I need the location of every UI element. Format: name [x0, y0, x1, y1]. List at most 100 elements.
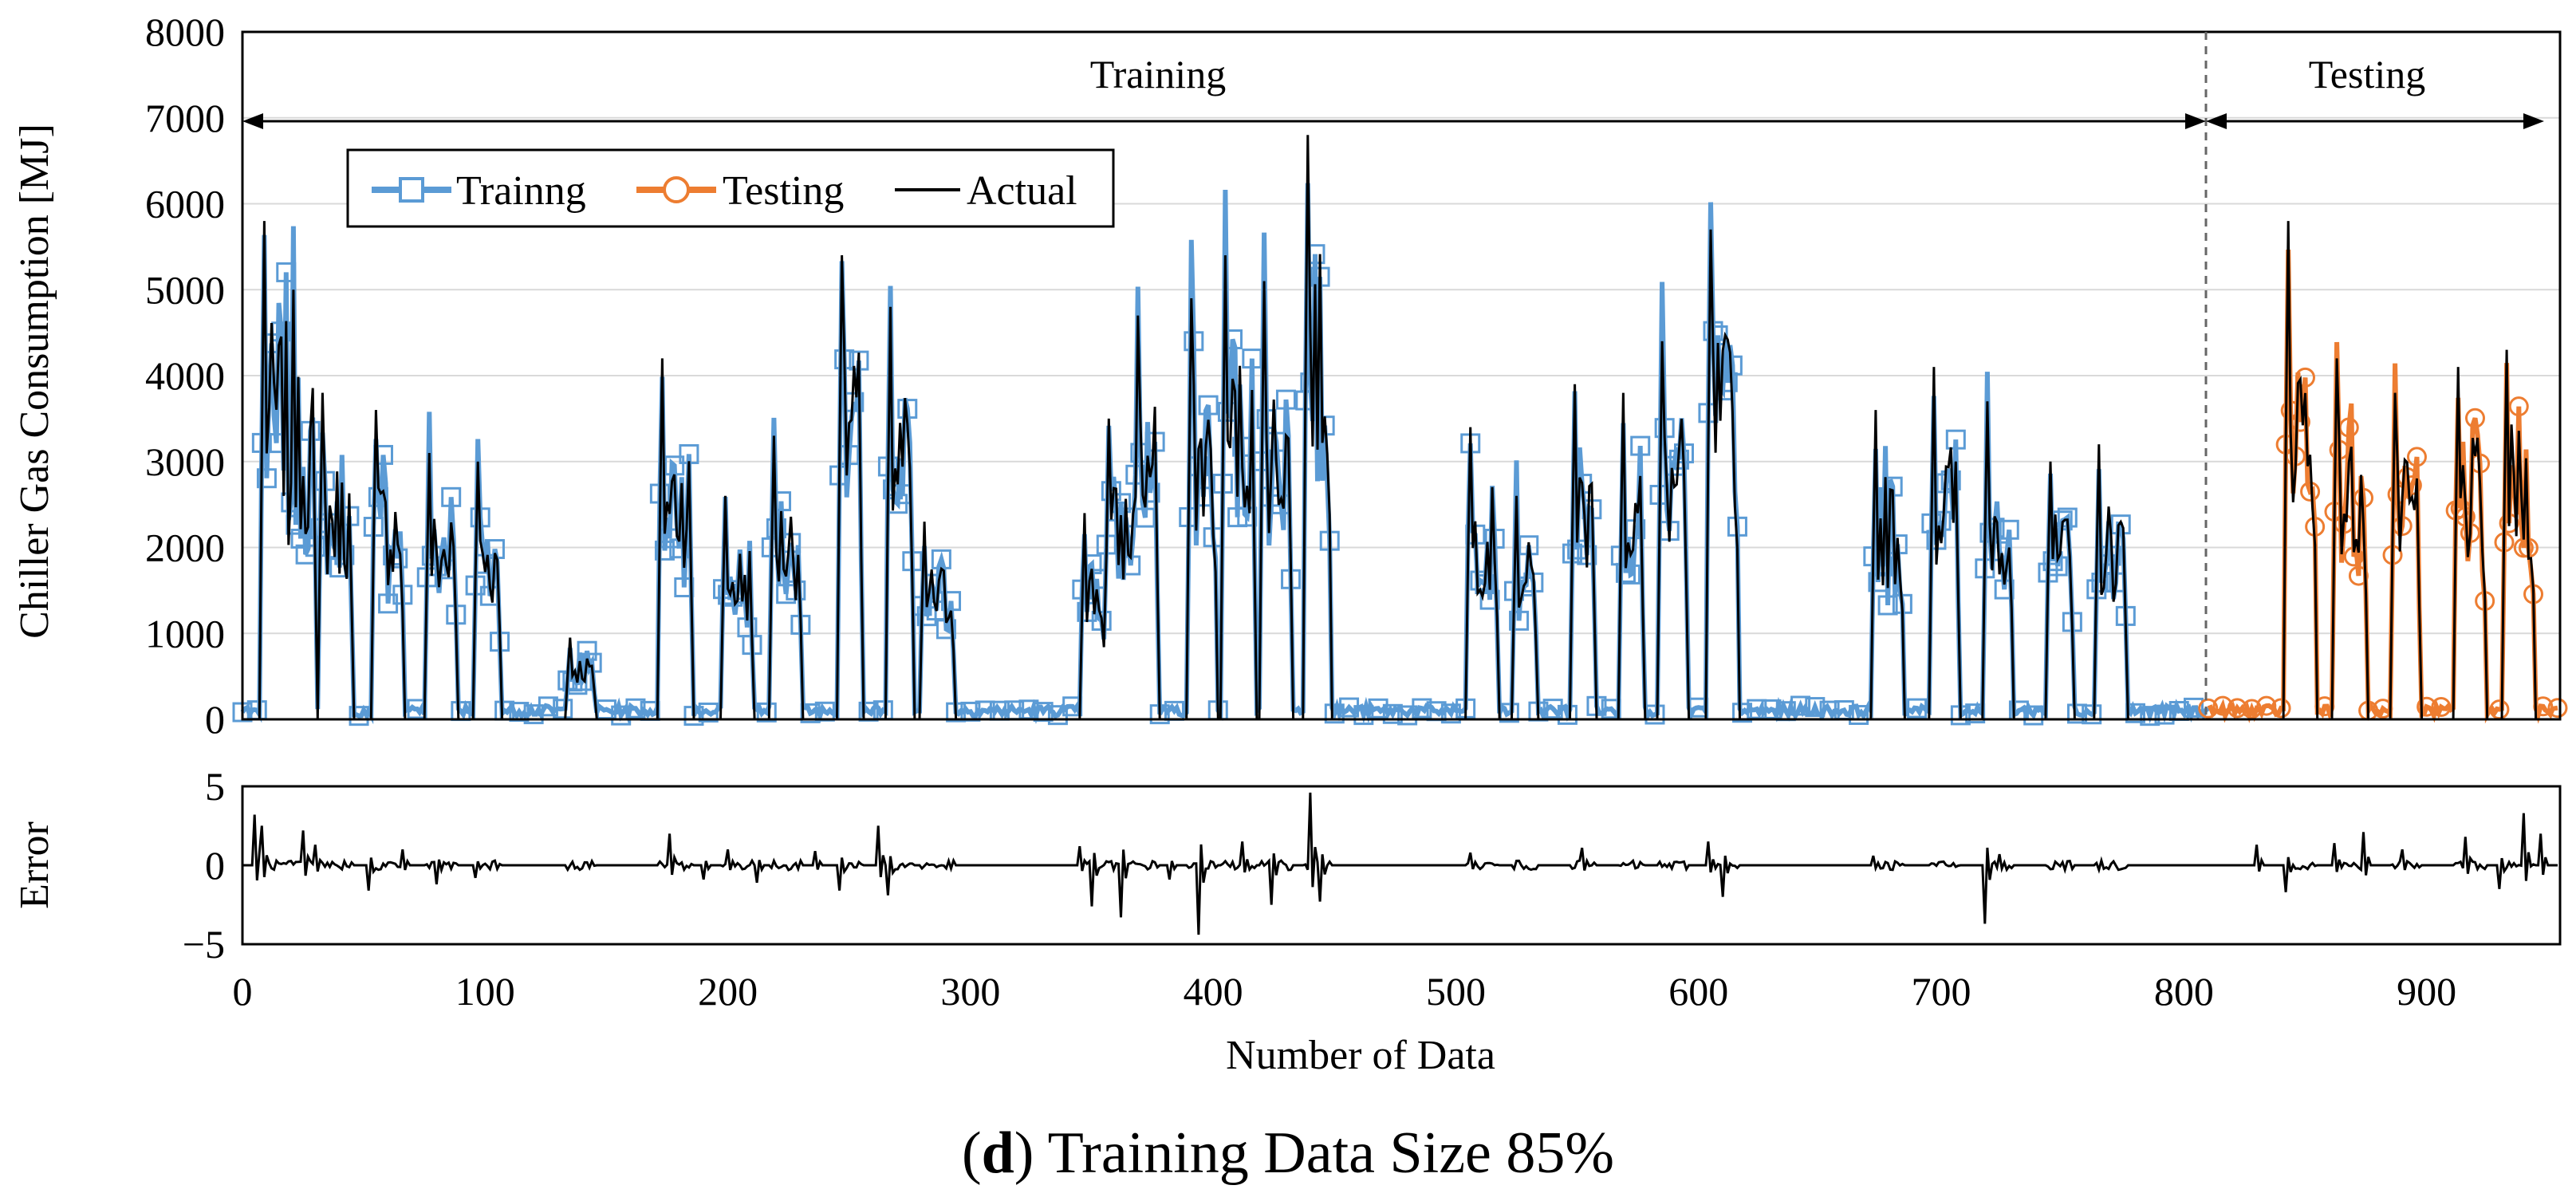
- training-marker: [2082, 704, 2102, 725]
- error-y-tick-label: −5: [183, 922, 225, 967]
- training-marker: [441, 486, 462, 507]
- legend-label-testing: Testing: [723, 168, 844, 214]
- x-tick-label: 400: [1184, 969, 1243, 1014]
- training-marker: [509, 702, 530, 723]
- training-marker: [1732, 703, 1753, 723]
- training-marker: [625, 698, 646, 719]
- figure-caption: (d) Training Data Size 85%: [962, 1120, 1614, 1186]
- testing-prediction-line: [2207, 250, 2558, 724]
- training-marker: [2023, 705, 2044, 726]
- testing-marker: [2416, 696, 2437, 717]
- testing-region-label: Testing: [2309, 52, 2425, 96]
- x-tick-label: 900: [2397, 969, 2456, 1014]
- main-plot-frame: [241, 30, 2562, 721]
- training-marker: [1849, 705, 1869, 726]
- training-marker: [1479, 589, 1500, 610]
- training-marker: [1198, 395, 1219, 415]
- testing-marker: [2348, 565, 2369, 586]
- error-y-tick-labels: −5 0 5: [183, 764, 225, 967]
- circle-marker-icon: [663, 176, 690, 203]
- training-marker: [1630, 435, 1651, 456]
- training-marker: [2140, 706, 2160, 727]
- testing-marker: [2227, 698, 2247, 719]
- caption-text: Training Data Size 85%: [1034, 1120, 1614, 1186]
- training-marker: [1440, 703, 1461, 724]
- testing-marker: [2406, 447, 2427, 467]
- y-tick-label: 5000: [145, 267, 225, 312]
- training-marker: [1033, 702, 1054, 723]
- x-tick-label: 300: [940, 969, 1000, 1014]
- legend: Trainng Testing Actual: [346, 148, 1115, 228]
- y-tick-label: 3000: [145, 439, 225, 484]
- training-marker: [1412, 698, 1432, 719]
- testing-marker: [2242, 699, 2263, 719]
- training-marker: [1242, 348, 1262, 369]
- testing-marker: [2338, 417, 2359, 438]
- training-marker: [1965, 703, 1986, 724]
- training-marker: [553, 699, 573, 719]
- training-marker: [1509, 610, 1530, 631]
- x-tick-label: 0: [233, 969, 253, 1014]
- x-tick-label: 800: [2154, 969, 2214, 1014]
- legend-label-training: Trainng: [456, 168, 586, 214]
- error-series-layer: [242, 792, 2558, 935]
- y-tick-label: 2000: [145, 526, 225, 570]
- testing-marker: [2212, 695, 2233, 716]
- x-tick-label: 100: [455, 969, 515, 1014]
- testing-marker: [2300, 481, 2321, 502]
- training-marker: [256, 468, 277, 489]
- x-axis-title: Number of Data: [1226, 1033, 1495, 1078]
- x-tick-label: 600: [1668, 969, 1728, 1014]
- error-axis-title: Error: [12, 821, 57, 909]
- y-tick-label: 0: [205, 697, 225, 742]
- testing-marker: [2314, 696, 2335, 717]
- training-marker: [1275, 389, 1296, 410]
- training-marker: [1790, 695, 1811, 716]
- training-marker: [1237, 506, 1258, 527]
- error-line: [242, 792, 2558, 935]
- training-marker: [1805, 697, 1826, 718]
- testing-marker: [2464, 408, 2485, 428]
- testing-marker: [2294, 367, 2315, 388]
- x-tick-labels: 0 100 200 300 400 500 600 700 800 900: [233, 969, 2457, 1014]
- training-marker: [1722, 355, 1743, 376]
- training-marker: [674, 577, 695, 597]
- training-marker: [800, 703, 821, 723]
- testing-marker: [2547, 698, 2568, 719]
- y-tick-label: 8000: [145, 10, 225, 54]
- testing-marker: [2256, 695, 2277, 716]
- y-tick-label: 1000: [145, 611, 225, 656]
- training-marker: [698, 702, 719, 723]
- square-marker-icon: [399, 177, 424, 203]
- training-marker: [1999, 519, 2019, 540]
- legend-entry-training: Trainng: [372, 168, 586, 214]
- training-marker: [1945, 429, 1966, 450]
- training-marker: [538, 696, 558, 717]
- testing-marker: [2508, 396, 2529, 417]
- y-axis-title: Chiller Gas Consumption [MJ]: [12, 124, 57, 639]
- training-marker: [1621, 564, 1641, 585]
- training-marker: [756, 702, 777, 723]
- training-marker: [1557, 704, 1578, 725]
- x-tick-label: 500: [1426, 969, 1486, 1014]
- training-marker: [1761, 699, 1782, 719]
- x-tick-label: 700: [1912, 969, 1971, 1014]
- training-marker: [1542, 699, 1563, 719]
- training-marker: [1382, 703, 1403, 724]
- training-marker: [1324, 703, 1345, 724]
- testing-marker: [2373, 699, 2393, 719]
- main-y-tick-labels: 0 1000 2000 3000 4000 5000 6000 7000 8000: [145, 10, 225, 742]
- training-marker: [2066, 703, 2087, 724]
- training-marker: [349, 706, 369, 727]
- training-marker: [1601, 699, 1621, 719]
- legend-entry-actual: Actual: [895, 168, 1077, 214]
- testing-marker: [2271, 698, 2291, 719]
- y-tick-label: 7000: [145, 96, 225, 140]
- testing-region-arrow: [2206, 113, 2544, 129]
- training-region-label: Training: [1090, 52, 1226, 96]
- training-marker: [1140, 482, 1160, 503]
- legend-entry-testing: Testing: [636, 168, 844, 214]
- caption-letter: d: [982, 1120, 1014, 1186]
- training-marker: [407, 699, 427, 719]
